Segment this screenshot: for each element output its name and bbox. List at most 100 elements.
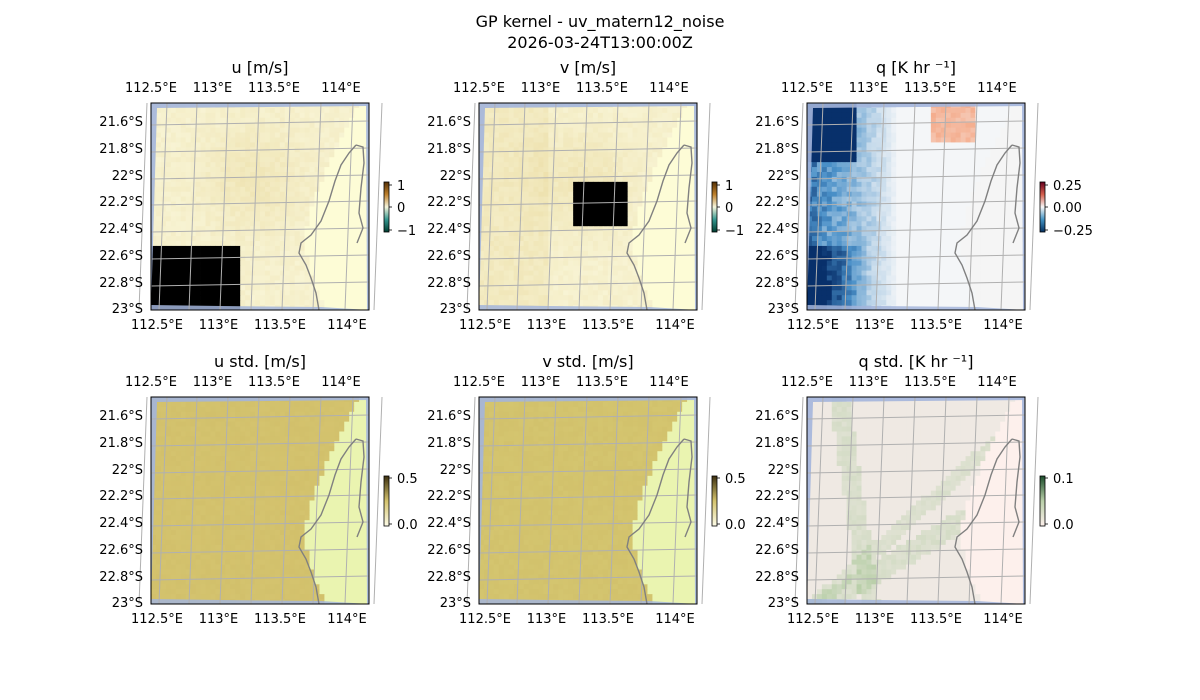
colorbar-2: 0.25 0.00 −0.25 — [1039, 179, 1093, 239]
axes-frame-5 — [806, 396, 1026, 605]
lat-tick-4-0: 21.6°S — [427, 409, 471, 424]
coastline-2 — [954, 144, 1021, 311]
lat-tick-0-0: 21.6°S — [99, 115, 143, 130]
lat-tick-1-3: 22.2°S — [427, 195, 471, 210]
lat-tick-3-1: 21.8°S — [99, 436, 143, 451]
lon-tick-bottom-2-2: 113.5°E — [910, 318, 962, 333]
lat-tick-5-5: 22.6°S — [755, 543, 799, 558]
panel-0: u [m/s]112.5°E112.5°E113°E113°E113.5°E11… — [99, 58, 416, 333]
coastline-4 — [626, 438, 693, 605]
lon-tick-bottom-4-0: 112.5°E — [459, 612, 511, 627]
lat-tick-3-2: 22°S — [112, 463, 143, 478]
lon-tick-bottom-5-1: 113°E — [855, 612, 895, 627]
lon-tick-bottom-1-0: 112.5°E — [459, 318, 511, 333]
lon-tick-top-2-2: 113.5°E — [904, 81, 956, 96]
ocean-edge-bottom-1 — [479, 305, 697, 310]
colorbar-tick-2-2: −0.25 — [1053, 224, 1093, 239]
lat-tick-3-5: 22.6°S — [99, 543, 143, 558]
lat-tick-1-7: 23°S — [440, 302, 471, 317]
lon-tick-bottom-2-1: 113°E — [855, 318, 895, 333]
lon-tick-bottom-0-2: 113.5°E — [254, 318, 306, 333]
lat-tick-3-4: 22.4°S — [99, 516, 143, 531]
lat-tick-1-6: 22.8°S — [427, 276, 471, 291]
coastline-1 — [626, 144, 693, 311]
lon-tick-top-1-3: 114°E — [649, 81, 689, 96]
lat-tick-1-2: 22°S — [440, 169, 471, 184]
colorbar-tick-5-1: 0.0 — [1053, 518, 1074, 533]
lon-tick-top-4-2: 113.5°E — [576, 375, 628, 390]
lon-tick-top-4-0: 112.5°E — [453, 375, 505, 390]
lat-tick-0-3: 22.2°S — [99, 195, 143, 210]
lon-tick-top-5-2: 113.5°E — [904, 375, 956, 390]
graticule-1 — [466, 102, 711, 311]
graticule-2 — [794, 102, 1039, 311]
panel-title-5: q std. [K hr ⁻¹] — [859, 352, 974, 371]
panel-5: q std. [K hr ⁻¹] 112.5°E 112.5°E 113°E 113°E… — [755, 352, 1073, 627]
lat-tick-4-4: 22.4°S — [427, 516, 471, 531]
graticule-0 — [138, 102, 383, 311]
lon-tick-top-2-3: 114°E — [977, 81, 1017, 96]
coastline-3 — [298, 438, 365, 605]
lat-tick-2-4: 22.4°S — [755, 222, 799, 237]
lon-tick-top-3-1: 113°E — [193, 375, 233, 390]
lon-tick-bottom-4-3: 114°E — [655, 612, 695, 627]
lon-tick-bottom-1-2: 113.5°E — [582, 318, 634, 333]
lat-tick-4-3: 22.2°S — [427, 489, 471, 504]
lon-tick-top-5-3: 114°E — [977, 375, 1017, 390]
heatmap-cells-5 — [807, 397, 1026, 605]
lon-tick-bottom-1-1: 113°E — [527, 318, 567, 333]
panel-4: v std. [m/s] 112.5°E 112.5°E 113°E 113°E 113.… — [427, 352, 745, 627]
lon-tick-top-4-1: 113°E — [521, 375, 561, 390]
lon-tick-bottom-5-2: 113.5°E — [910, 612, 962, 627]
lat-tick-4-5: 22.6°S — [427, 543, 471, 558]
coastline-0 — [298, 144, 365, 311]
lat-tick-5-7: 23°S — [768, 596, 799, 611]
panel-title-4: v std. [m/s] — [542, 352, 633, 371]
lat-tick-2-2: 22°S — [768, 169, 799, 184]
panel-title-0: u [m/s] — [231, 58, 288, 77]
lat-tick-5-0: 21.6°S — [755, 409, 799, 424]
ocean-edge-bottom-0 — [151, 305, 369, 310]
lon-tick-bottom-3-2: 113.5°E — [254, 612, 306, 627]
lat-tick-3-0: 21.6°S — [99, 409, 143, 424]
colorbar-tick-4-0: 0.5 — [725, 472, 746, 487]
lon-tick-bottom-4-2: 113.5°E — [582, 612, 634, 627]
colorbar-4: 0.5 0.0 — [711, 472, 746, 533]
panel-title-1: v [m/s] — [560, 58, 616, 77]
lat-tick-0-5: 22.6°S — [99, 249, 143, 264]
lon-tick-bottom-5-0: 112.5°E — [787, 612, 839, 627]
panel-2: q [K hr ⁻¹] 112.5°E 112.5°E 113°E 113°E 113.5… — [755, 58, 1093, 333]
panel-3: u std. [m/s] 112.5°E 112.5°E 113°E 113°E 113.… — [99, 352, 417, 627]
lat-tick-1-1: 21.8°S — [427, 142, 471, 157]
figure-title-line2: 2026-03-24T13:00:00Z — [507, 33, 693, 52]
panel-title-2: q [K hr ⁻¹] — [876, 58, 956, 77]
colorbar-1: 1 0 −1 — [711, 179, 744, 239]
colorbar-tick-3-0: 0.5 — [397, 472, 418, 487]
lon-tick-bottom-2-3: 114°E — [983, 318, 1023, 333]
lat-tick-1-5: 22.6°S — [427, 249, 471, 264]
coastline-5 — [954, 438, 1021, 605]
lon-tick-top-4-3: 114°E — [649, 375, 689, 390]
lat-tick-5-6: 22.8°S — [755, 570, 799, 585]
panel-title-3: u std. [m/s] — [214, 352, 306, 371]
colorbar-5: 0.1 0.0 — [1039, 472, 1074, 533]
heatmap-cells-4 — [479, 397, 698, 605]
lat-tick-5-3: 22.2°S — [755, 489, 799, 504]
colorbar-0: 1 0 −1 — [383, 179, 416, 239]
lat-tick-0-4: 22.4°S — [99, 222, 143, 237]
colorbar-tick-4-1: 0.0 — [725, 518, 746, 533]
lat-tick-2-3: 22.2°S — [755, 195, 799, 210]
heatmap-cells-3 — [151, 397, 370, 605]
lon-tick-top-2-0: 112.5°E — [781, 81, 833, 96]
heatmap-cells-0 — [151, 103, 370, 311]
axes-frame-1 — [478, 102, 698, 311]
lat-tick-2-6: 22.8°S — [755, 276, 799, 291]
lon-tick-top-5-0: 112.5°E — [781, 375, 833, 390]
lon-tick-bottom-2-0: 112.5°E — [787, 318, 839, 333]
lat-tick-5-4: 22.4°S — [755, 516, 799, 531]
lat-tick-0-7: 23°S — [112, 302, 143, 317]
lon-tick-top-3-2: 113.5°E — [248, 375, 300, 390]
lon-tick-bottom-0-1: 113°E — [199, 318, 239, 333]
lon-tick-bottom-4-1: 113°E — [527, 612, 567, 627]
lon-tick-top-5-1: 113°E — [849, 375, 889, 390]
